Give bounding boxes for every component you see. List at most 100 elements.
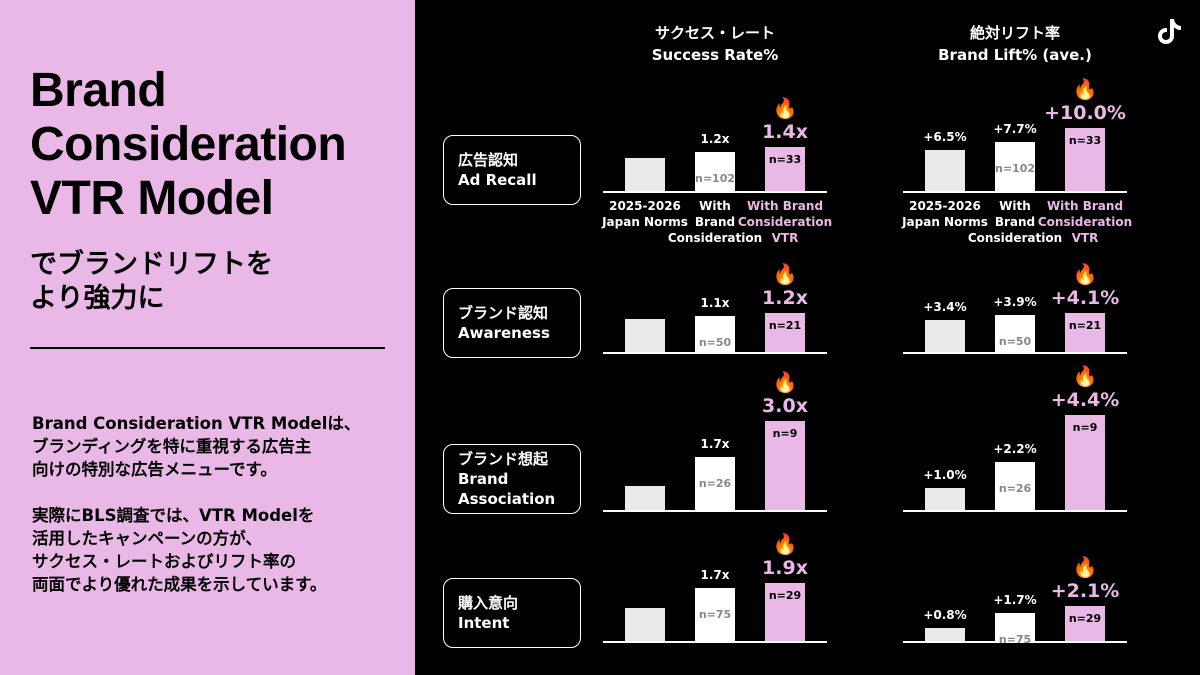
value-label: +2.2% — [993, 442, 1037, 456]
x-axis-label: 2025-2026 Japan Norms — [895, 198, 995, 230]
chart-1-bar-3-2 — [695, 457, 735, 510]
left-panel: Brand Consideration VTR Model でブランドリフトを … — [0, 0, 415, 675]
value-label: +4.1% — [1050, 287, 1120, 309]
metric-label-ja: 広告認知 — [458, 151, 519, 169]
divider — [30, 347, 385, 349]
chart-2-bar-2-1 — [925, 320, 965, 352]
flame-icon: 🔥 — [1072, 555, 1098, 579]
flame-icon: 🔥 — [1072, 262, 1098, 286]
headline-line-3: VTR Model — [30, 172, 274, 225]
brand-lift-title-ja: 絶対リフト率 — [969, 24, 1060, 42]
chart-1-bar-4-3 — [765, 583, 805, 641]
metric-label-ja: 購入意向 — [458, 594, 519, 612]
chart-2-bar-2-2 — [995, 315, 1035, 352]
chart-1-bar-4-1 — [625, 608, 665, 641]
headline-line-1: Brand — [30, 64, 167, 117]
chart-2-baseline-4 — [903, 641, 1127, 643]
chart-2-bar-3-1 — [925, 488, 965, 510]
brand-lift-title-en: Brand Lift% (ave.) — [938, 46, 1092, 64]
flame-icon: 🔥 — [1072, 77, 1098, 101]
sample-size-label: n=26 — [998, 482, 1032, 495]
x-axis-label-line: Brand — [994, 215, 1036, 229]
value-label: 1.7x — [700, 437, 730, 451]
x-axis-label-line: VTR — [771, 231, 799, 245]
value-label: +2.1% — [1050, 580, 1120, 602]
value-label: +7.7% — [993, 122, 1037, 136]
chart-1-bar-3-1 — [625, 486, 665, 510]
subheadline: でブランドリフトを より強力に — [30, 248, 273, 316]
description-paragraph-1: Brand Consideration VTR Modelは、 ブランディングを… — [32, 414, 361, 479]
chart-1-baseline-3 — [603, 510, 827, 512]
value-label: +3.9% — [993, 295, 1037, 309]
x-axis-label-line: Japan Norms — [602, 215, 688, 229]
success-rate-title-en: Success Rate% — [651, 46, 779, 64]
chart-2-bar-1-3 — [1065, 128, 1105, 191]
sample-size-label: n=75 — [698, 608, 732, 621]
chart-1-baseline-4 — [603, 641, 827, 643]
x-axis-label-line: With Brand — [746, 199, 824, 213]
sample-size-label: n=50 — [698, 336, 732, 349]
x-axis-label-line: Consideration — [1037, 215, 1133, 229]
sample-size-label: n=9 — [772, 427, 798, 440]
chart-1-bar-2-1 — [625, 319, 665, 352]
value-label: 3.0x — [762, 395, 808, 417]
flame-icon: 🔥 — [772, 96, 798, 120]
chart-1-baseline-1 — [603, 191, 827, 193]
sample-size-label: n=33 — [1068, 134, 1102, 147]
tiktok-logo-icon — [1158, 19, 1181, 44]
x-axis-label-line: VTR — [1071, 231, 1099, 245]
value-label: +10.0% — [1044, 102, 1126, 124]
flame-icon: 🔥 — [1072, 364, 1098, 388]
sample-size-label: n=29 — [1068, 612, 1102, 625]
sample-size-label: n=50 — [998, 335, 1032, 348]
sample-size-label: n=21 — [1068, 319, 1102, 332]
x-axis-label-line: Consideration — [967, 231, 1063, 245]
value-label: 1.1x — [700, 296, 730, 310]
metric-label-1: 広告認知 Ad Recall — [443, 135, 581, 205]
chart-2-bar-3-2 — [995, 462, 1035, 510]
chart-2-bar-2-3 — [1065, 313, 1105, 352]
x-axis-label-line: 2025-2026 — [909, 199, 981, 213]
flame-icon: 🔥 — [772, 370, 798, 394]
metric-label-4: 購入意向 Intent — [443, 578, 581, 648]
metric-label-3: ブランド想起 Brand Association — [443, 444, 581, 514]
chart-1-bar-1-2 — [695, 152, 735, 191]
x-axis-label: With Brand Consideration — [965, 198, 1065, 246]
sample-size-label: n=29 — [768, 589, 802, 602]
metric-label-en: Awareness — [458, 324, 550, 342]
chart-2-bar-4-1 — [925, 628, 965, 641]
chart-2-bar-4-3 — [1065, 606, 1105, 641]
x-axis-label: With Brand Consideration — [665, 198, 765, 246]
value-label: 1.2x — [700, 132, 730, 146]
value-label: +0.8% — [923, 608, 967, 622]
sample-size-label: n=75 — [998, 633, 1032, 646]
chart-1-bar-2-3 — [765, 313, 805, 352]
chart-1-bar-1-3 — [765, 147, 805, 191]
value-label: +1.0% — [923, 468, 967, 482]
metric-label-en: Intent — [458, 614, 510, 632]
x-axis-label: 2025-2026 Japan Norms — [595, 198, 695, 230]
x-axis-label-line: Brand — [694, 215, 736, 229]
sample-size-label: n=21 — [768, 319, 802, 332]
x-axis-label: With Brand Consideration VTR — [1035, 198, 1135, 246]
x-axis-label-line: With — [999, 199, 1031, 213]
flame-icon: 🔥 — [772, 532, 798, 556]
chart-2-bar-1-2 — [995, 142, 1035, 191]
value-label: 1.9x — [762, 557, 808, 579]
headline-line-2: Consideration — [30, 118, 347, 171]
x-axis-label-line: With — [699, 199, 731, 213]
value-label: 1.7x — [700, 568, 730, 582]
metric-label-ja: ブランド想起 — [458, 450, 549, 468]
flame-icon: 🔥 — [772, 262, 798, 286]
description: Brand Consideration VTR Modelは、 ブランディングを… — [32, 412, 402, 619]
value-label: +4.4% — [1050, 389, 1120, 411]
sample-size-label: n=33 — [768, 153, 802, 166]
success-rate-title-ja: サクセス・レート — [654, 24, 775, 42]
value-label: +3.4% — [923, 300, 967, 314]
x-axis-label-line: Consideration — [667, 231, 763, 245]
sample-size-label: n=26 — [698, 477, 732, 490]
sample-size-label: n=102 — [995, 162, 1036, 175]
brand-lift-header: 絶対リフト率 Brand Lift% (ave.) — [885, 22, 1145, 66]
metric-label-en: Association — [458, 490, 556, 508]
